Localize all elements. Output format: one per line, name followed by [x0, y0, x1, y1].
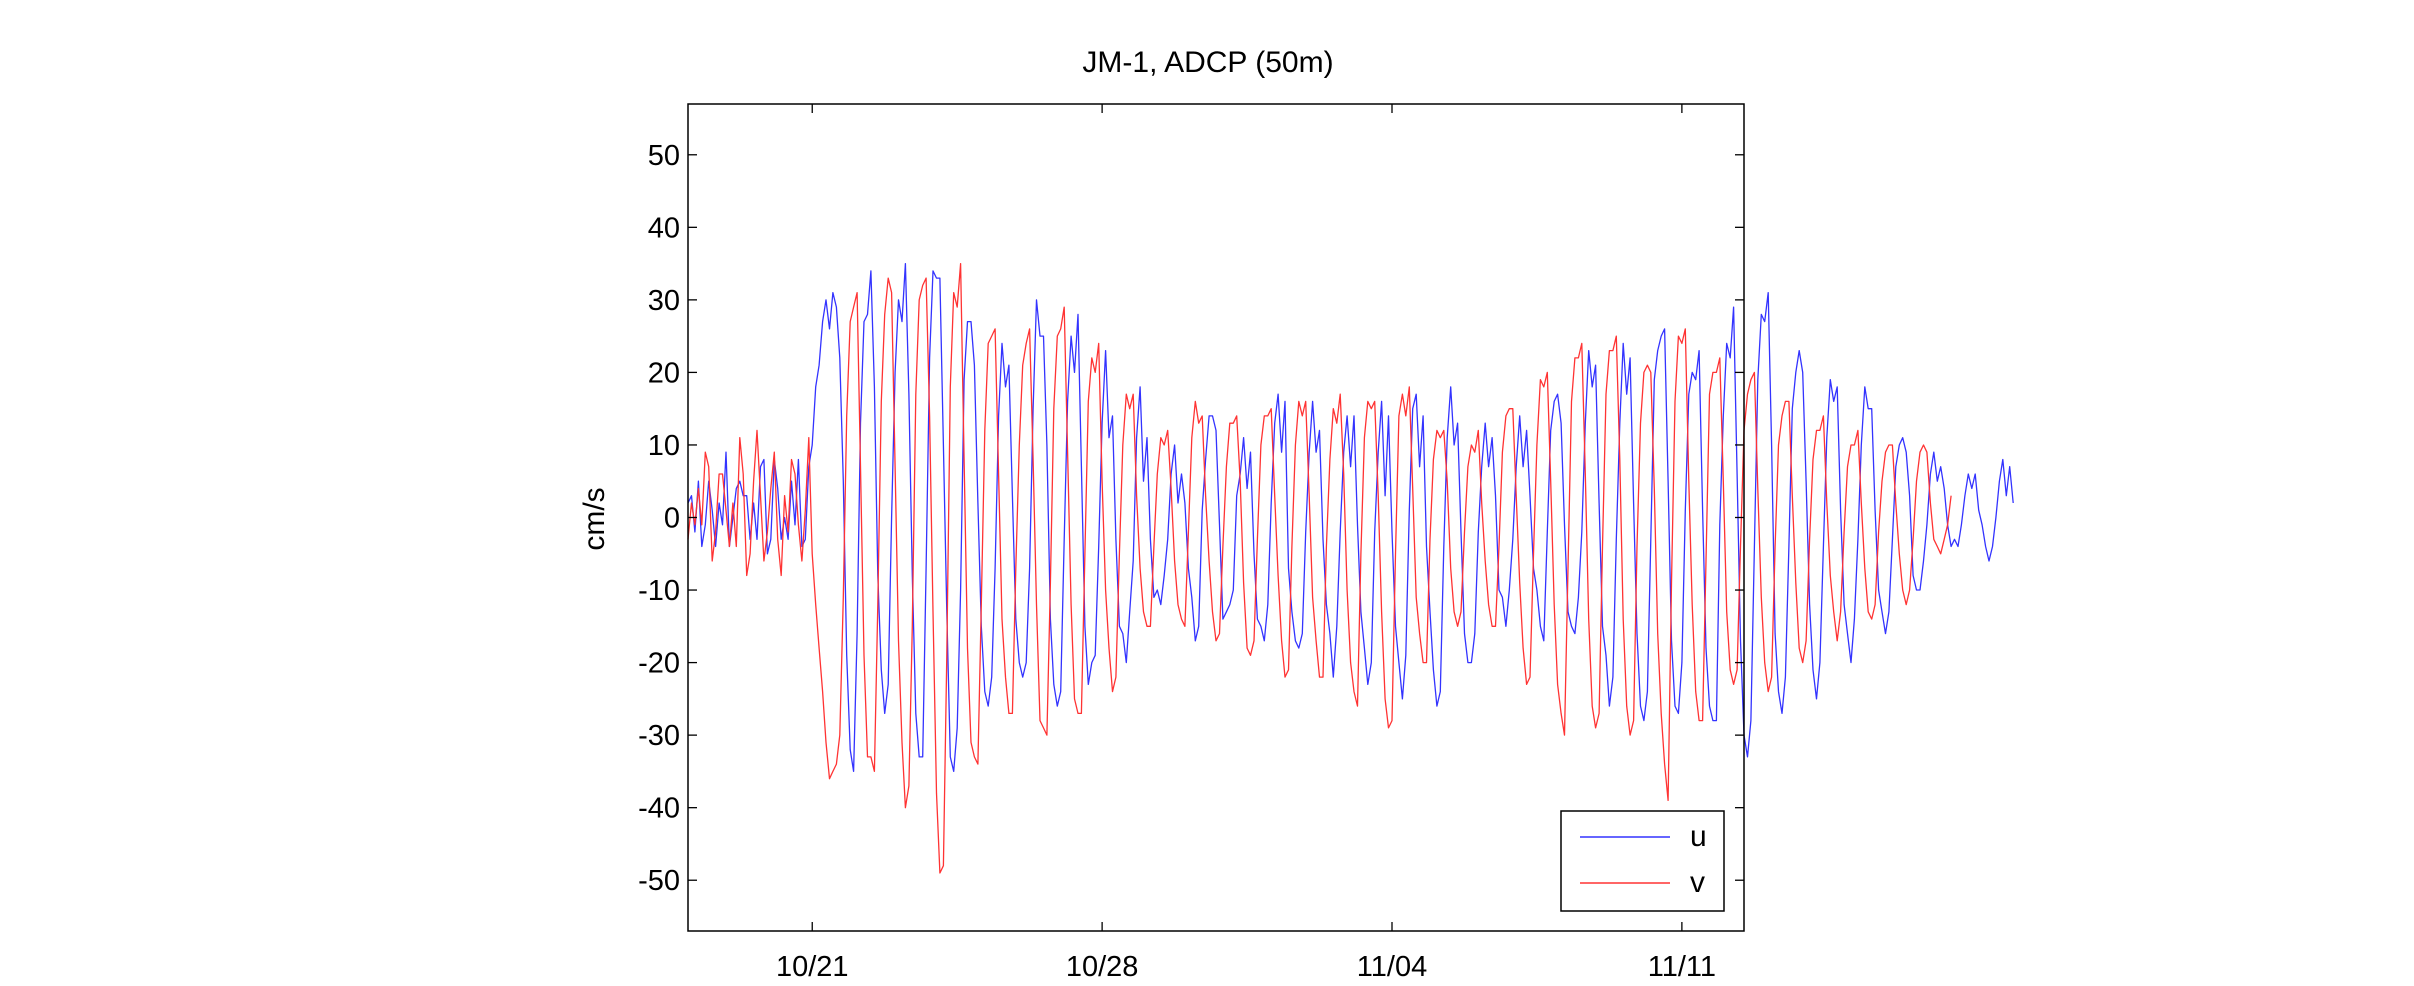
series-line-u — [687, 262, 2014, 773]
plot-area — [688, 104, 1744, 931]
axes-layer: 50 40 30 20 10 0 -10 -20 -30 -40 -50 10/21 10/28 11/0… — [638, 103, 1745, 983]
y-tick-label: -40 — [638, 793, 680, 825]
y-tick-label: 50 — [648, 140, 680, 172]
y-tick-label: 40 — [648, 212, 680, 244]
y-tick-label: -20 — [638, 648, 680, 680]
legend: u v — [1560, 810, 1725, 912]
y-tick-label: -10 — [638, 575, 680, 607]
y-tick-label: -30 — [638, 720, 680, 752]
legend-label-v: v — [1690, 866, 1705, 899]
legend-box — [1560, 810, 1725, 912]
y-tick-label: 0 — [664, 503, 680, 535]
x-tick-label: 11/11 — [1648, 951, 1716, 983]
y-tick-label: 20 — [648, 357, 680, 389]
y-tick-label: 10 — [648, 430, 680, 462]
chart-title: JM-1, ADCP (50m) — [1082, 46, 1333, 79]
series-layer — [687, 262, 2014, 874]
y-axis-label: cm/s — [578, 487, 611, 550]
series-line-v — [687, 262, 1952, 874]
y-tick-label: 30 — [648, 285, 680, 317]
x-tick-label: 11/04 — [1357, 951, 1427, 983]
plot-frame-fill — [688, 104, 1744, 931]
legend-label-u: u — [1690, 820, 1707, 853]
x-tick-label: 10/21 — [776, 951, 849, 983]
y-tick-label: -50 — [638, 865, 680, 897]
x-tick-label: 10/28 — [1066, 951, 1139, 983]
